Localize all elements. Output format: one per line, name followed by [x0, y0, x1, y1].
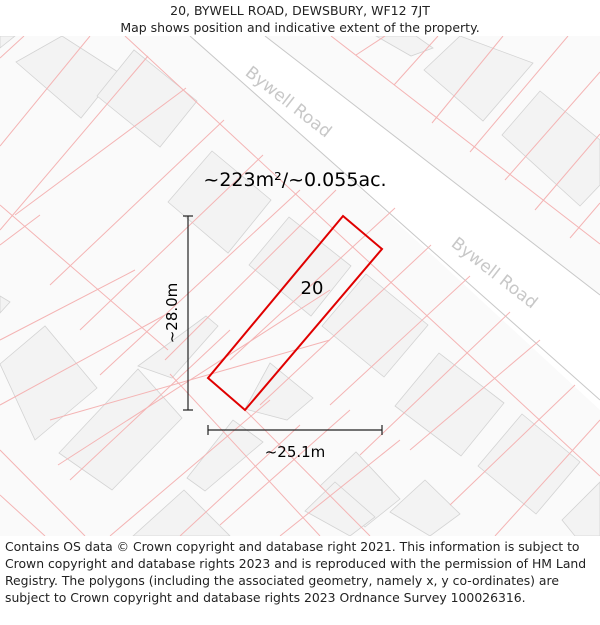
property-map[interactable]: Bywell Road Bywell Road 20 ~223m²/~0.055… — [0, 36, 600, 536]
dimension-vertical-label: ~28.0m — [163, 283, 181, 344]
map-subtitle: Map shows position and indicative extent… — [120, 20, 480, 35]
area-label: ~223m²/~0.055ac. — [203, 169, 386, 191]
property-address: 20, BYWELL ROAD, DEWSBURY, WF12 7JT — [170, 3, 430, 18]
dimension-horizontal-label: ~25.1m — [265, 443, 326, 461]
property-boundary[interactable] — [206, 214, 384, 412]
plot-number: 20 — [301, 278, 324, 299]
map-header: 20, BYWELL ROAD, DEWSBURY, WF12 7JT Map … — [0, 0, 600, 36]
dimension-horizontal — [207, 425, 383, 435]
dimension-vertical — [183, 215, 193, 411]
parcel-boundaries — [0, 36, 600, 536]
buildings — [0, 36, 600, 536]
road-bywell — [189, 36, 600, 440]
copyright-attribution: Contains OS data © Crown copyright and d… — [5, 539, 587, 605]
